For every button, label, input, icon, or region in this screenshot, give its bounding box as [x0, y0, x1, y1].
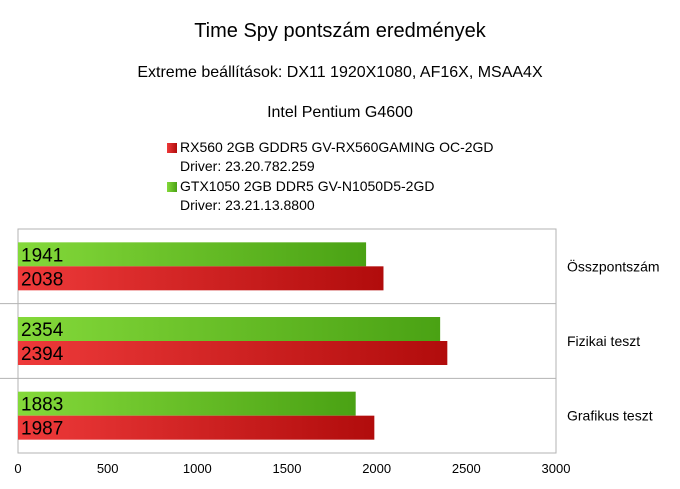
x-tick-label: 3000 — [542, 461, 571, 476]
legend-label-gtx1050: GTX1050 2GB DDR5 GV-N1050D5-2GD — [180, 178, 434, 194]
bar-value-label: 1883 — [21, 395, 63, 416]
chart-subtitle-settings: Extreme beállítások: DX11 1920X1080, AF1… — [137, 64, 543, 81]
category-label: Fizikai teszt — [567, 333, 640, 349]
x-tick-label: 1000 — [183, 461, 212, 476]
chart-title: Time Spy pontszám eredmények — [194, 20, 486, 42]
chart-subtitle-cpu: Intel Pentium G4600 — [267, 104, 413, 121]
legend-swatch-gtx1050 — [167, 182, 177, 192]
category-labels: Összpontszám Fizikai teszt Grafikus teszt — [567, 257, 660, 423]
value-labels: 1941 2038 2354 2394 1883 1987 — [21, 245, 64, 439]
x-tick-label: 0 — [14, 461, 21, 476]
bar-value-label: 2394 — [21, 344, 64, 365]
bars — [18, 242, 448, 440]
bar-gtx1050 — [18, 242, 367, 267]
x-tick-label: 500 — [97, 461, 119, 476]
legend-label-rx560: RX560 2GB GDDR5 GV-RX560GAMING OC-2GD — [180, 139, 494, 155]
bar-rx560 — [18, 341, 448, 365]
x-tick-label: 2000 — [362, 461, 391, 476]
bar-value-label: 2038 — [21, 269, 63, 290]
x-tick-label: 1500 — [273, 461, 302, 476]
x-tick-label: 2500 — [452, 461, 481, 476]
bar-gtx1050 — [18, 317, 441, 341]
bar-value-label: 2354 — [21, 320, 64, 341]
legend: RX560 2GB GDDR5 GV-RX560GAMING OC-2GD Dr… — [167, 139, 494, 213]
bar-rx560 — [18, 266, 384, 291]
bar-gtx1050 — [18, 391, 356, 416]
bar-rx560 — [18, 415, 375, 440]
category-label: Grafikus teszt — [567, 408, 653, 424]
legend-swatch-rx560 — [167, 143, 177, 153]
category-label: Összpontszám — [567, 257, 660, 274]
legend-driver-gtx1050: Driver: 23.21.13.8800 — [180, 197, 315, 213]
legend-driver-rx560: Driver: 23.20.782.259 — [180, 158, 315, 174]
bar-value-label: 1987 — [21, 419, 63, 440]
bar-value-label: 1941 — [21, 245, 63, 266]
x-axis: 0 500 1000 1500 2000 2500 3000 — [14, 461, 570, 476]
